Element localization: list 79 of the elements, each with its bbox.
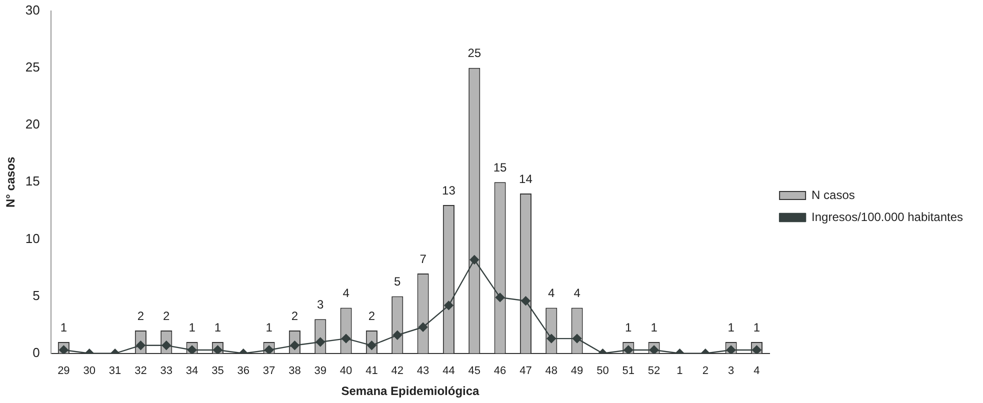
point	[470, 255, 479, 264]
data-label: 1	[60, 320, 68, 334]
x-tick-label: 33	[160, 365, 172, 378]
y-axis-title: N° casos	[4, 156, 18, 208]
data-label: 5	[394, 274, 402, 289]
data-label: 7	[420, 252, 427, 266]
x-tick-label: 44	[442, 365, 455, 378]
point	[264, 345, 274, 354]
x-tick-label: 51	[622, 365, 635, 378]
x-tick-label: 42	[391, 365, 404, 378]
x-tick-label: 35	[212, 365, 224, 378]
point	[418, 322, 428, 332]
point	[495, 292, 505, 302]
x-tick-label: 36	[237, 365, 250, 378]
data-label: 25	[468, 46, 482, 60]
x-tick-label: 29	[58, 365, 70, 378]
x-tick-label: 31	[108, 365, 122, 378]
x-tick-label: 4	[754, 365, 760, 378]
point	[187, 345, 197, 354]
y-tick-label: 25	[25, 59, 40, 74]
y-tick-label: 30	[25, 2, 40, 18]
point	[572, 334, 582, 344]
point	[726, 345, 736, 354]
data-label: 2	[368, 308, 376, 323]
y-tick-label: 10	[25, 230, 40, 246]
data-label: 1	[625, 320, 632, 334]
data-label: 4	[342, 286, 350, 300]
point	[624, 345, 633, 354]
x-tick-label: 40	[340, 365, 352, 378]
legend-label: N casos	[812, 188, 855, 202]
point	[213, 345, 222, 354]
data-label: 1	[266, 320, 273, 334]
data-label: 1	[753, 320, 760, 334]
x-tick-label: 46	[494, 365, 506, 378]
x-tick-label: 48	[545, 365, 558, 378]
data-label: 14	[519, 172, 533, 186]
data-label: 1	[728, 320, 735, 334]
data-label: 15	[493, 160, 508, 174]
point	[649, 345, 659, 354]
y-tick-label: 0	[32, 344, 40, 360]
x-tick-label: 49	[570, 365, 584, 378]
data-label: 1	[214, 320, 222, 334]
data-label: 1	[650, 320, 658, 334]
data-label: 1	[188, 320, 196, 334]
data-label: 4	[574, 286, 581, 300]
point	[546, 334, 556, 344]
data-label: 3	[317, 297, 324, 312]
data-label: 13	[442, 183, 456, 198]
data-label: 2	[163, 308, 170, 323]
point	[444, 300, 454, 310]
x-tick-label: 2	[702, 365, 708, 378]
y-tick-label: 5	[32, 288, 40, 303]
x-tick-label: 37	[262, 365, 276, 378]
point	[752, 345, 762, 354]
point	[521, 296, 530, 306]
x-tick-label: 47	[520, 365, 532, 378]
x-tick-label: 30	[83, 365, 96, 378]
x-axis-title: Semana Epidemiológica	[341, 384, 480, 398]
point	[392, 330, 402, 340]
point	[341, 334, 351, 344]
y-tick-label: 15	[25, 174, 40, 189]
x-tick-label: 32	[134, 365, 147, 378]
point	[59, 345, 68, 354]
x-tick-label: 1	[676, 365, 683, 378]
x-tick-label: 34	[186, 365, 198, 378]
y-tick-label: 20	[25, 116, 40, 132]
data-label: 2	[137, 308, 144, 323]
point	[316, 337, 325, 347]
x-tick-label: 45	[468, 365, 480, 378]
x-tick-label: 3	[728, 365, 734, 378]
legend-label: Ingresos/100.000 habitantes	[812, 210, 964, 224]
x-tick-label: 50	[596, 365, 609, 378]
data-label: 4	[548, 286, 556, 300]
x-tick-label: 38	[288, 365, 301, 378]
x-tick-label: 43	[416, 365, 430, 378]
x-tick-label: 41	[366, 365, 378, 378]
x-tick-label: 39	[314, 365, 326, 378]
x-tick-label: 52	[648, 365, 660, 378]
data-label: 2	[291, 308, 298, 323]
